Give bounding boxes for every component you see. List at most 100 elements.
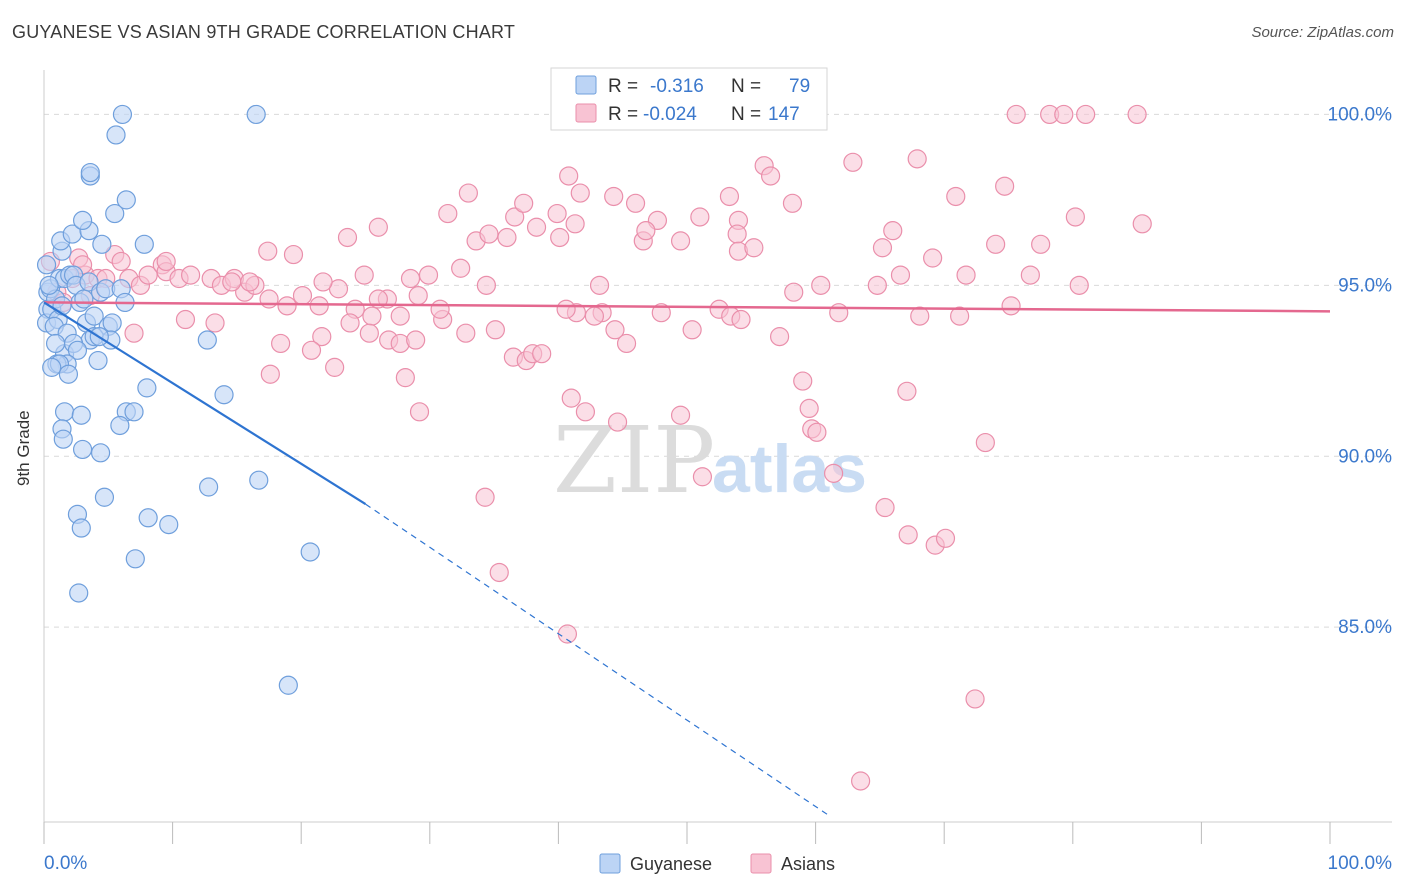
asians-point [575,402,596,422]
asians-point [793,371,813,391]
asians-point [485,320,505,340]
legend-r-value-asians: -0.024 [643,104,697,125]
legend-swatch-asians [575,103,597,123]
chart-title: GUYANESE VS ASIAN 9TH GRADE CORRELATION … [12,22,516,42]
asians-point [692,467,713,487]
y-tick-label: 100.0% [1328,104,1393,125]
asians-point [589,275,610,295]
asians-point [1001,296,1021,316]
asians-point [175,309,196,330]
asians-point [651,303,671,323]
asians-point [205,313,225,333]
asians-point [438,203,458,224]
asians-point [875,497,895,518]
asians-point [867,275,887,295]
asians-point [1069,275,1089,295]
watermark-atlas: atlas [712,431,867,507]
asians-point [547,203,567,224]
guyanese-point [84,306,104,326]
guyanese-point [110,415,130,436]
guyanese-point [106,125,126,145]
guyanese-point [197,330,217,350]
asians-point [784,282,804,302]
asians-point [605,320,625,340]
asians-point [682,320,702,340]
guyanese-point [58,364,79,384]
guyanese-point [52,296,72,316]
asians-point [259,289,279,309]
guyanese-point [125,549,145,569]
watermark: ZIP atlas [553,407,867,514]
asians-point [418,265,439,285]
asians-point [769,327,790,347]
asians-point [260,364,280,384]
guyanese-point [72,439,93,460]
guyanese-point [88,350,108,371]
asians-point [950,306,970,326]
legend-bottom-label-guyanese: Guyanese [630,854,712,874]
guyanese-point [138,508,158,528]
guyanese-point [36,255,57,275]
asians-point [309,296,329,316]
asians-point [1006,104,1026,125]
asians-point [995,176,1015,196]
asians-point [138,265,158,285]
asians-point [1054,104,1074,125]
asians-point [561,388,581,408]
y-tick-label: 90.0% [1338,446,1392,467]
asians-point [843,152,863,172]
guyanese-point [105,203,125,224]
asians-point [354,265,374,285]
source-attribution: Source: ZipAtlas.com [1251,24,1394,41]
asians-point [395,368,415,388]
asians-point [851,771,871,791]
asians-point [1031,234,1051,254]
asians-point [883,221,903,241]
guyanese-point [90,443,111,463]
asians-point [258,241,278,261]
guyanese-point [67,340,88,360]
guyanese-point [39,275,59,295]
asians-point [1065,207,1085,227]
asians-point [559,166,579,186]
asians-point [897,381,917,401]
guyanese-point [74,289,94,309]
asians-point [760,166,781,186]
guyanese-point [278,675,298,695]
guyanese-point [116,190,136,210]
asians-point [390,306,410,326]
asians-point [556,299,576,319]
asians-point [811,275,831,295]
asians-point [890,265,911,285]
asians-point [313,272,333,292]
asians-point [670,231,691,251]
series-asians-points [40,104,1152,791]
asians-point [479,224,499,244]
asians-point [1076,104,1096,125]
asians-point [829,303,849,323]
legend-stats: R = -0.316 N = 79 R = -0.024 N = 147 [550,67,828,131]
guyanese-point [71,518,91,538]
guyanese-trend-line [43,301,367,506]
asians-point [907,149,927,169]
asians-point [406,330,426,350]
asians-point [505,207,525,227]
asians-point [565,214,585,234]
guyanese-point [92,234,112,254]
asians-point [923,248,943,268]
asians-point [409,402,430,422]
asians-point [283,244,304,265]
asians-point [935,528,956,548]
asians-point [359,323,379,343]
asians-point [408,286,428,306]
asians-point [277,296,297,316]
guyanese-point [69,583,89,603]
asians-point [898,525,918,545]
guyanese-point [54,402,75,422]
x-tick-label: 0.0% [44,853,87,874]
asians-point [607,412,628,432]
asians-point [340,313,360,333]
asians-point [727,224,747,244]
guyanese-point [199,477,219,497]
